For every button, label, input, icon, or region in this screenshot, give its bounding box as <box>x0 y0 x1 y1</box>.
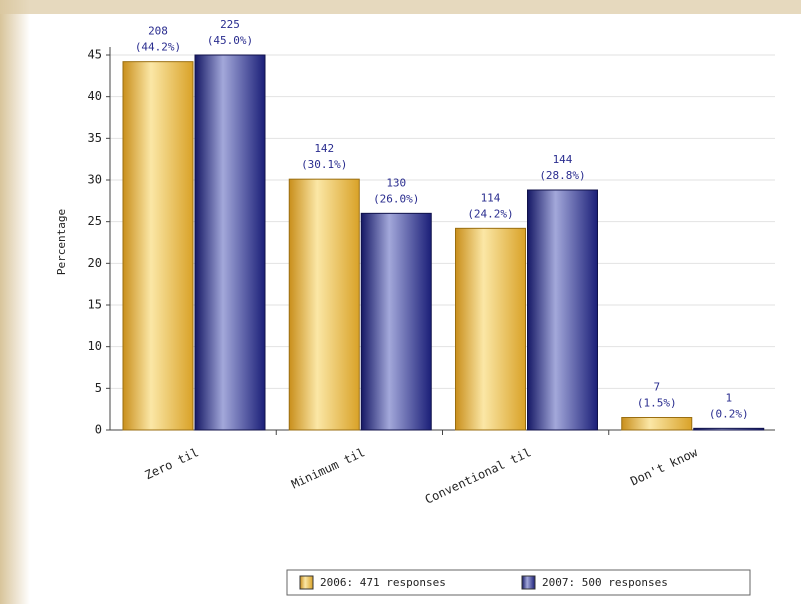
background-edge <box>0 0 30 604</box>
bar <box>455 227 526 431</box>
value-label: (24.2%) <box>467 207 513 220</box>
legend-swatch <box>299 575 314 590</box>
y-tick-label: 25 <box>88 214 102 228</box>
legend-label: 2006: 471 responses <box>320 576 446 589</box>
value-label: 7 <box>653 381 660 394</box>
value-label: 114 <box>481 191 501 204</box>
value-label: (45.0%) <box>207 34 253 47</box>
value-label: (26.0%) <box>373 192 419 205</box>
bar <box>360 212 432 431</box>
bar <box>122 61 194 431</box>
y-tick-label: 0 <box>95 423 102 437</box>
value-label: (44.2%) <box>135 41 181 54</box>
value-label: (28.8%) <box>539 169 585 182</box>
y-tick-label: 45 <box>88 48 102 62</box>
value-label: (0.2%) <box>709 407 749 420</box>
y-axis-label: Percentage <box>55 209 68 275</box>
y-tick-label: 35 <box>88 131 102 145</box>
legend <box>286 569 751 596</box>
y-tick-label: 30 <box>88 173 102 187</box>
y-tick-label: 15 <box>88 298 102 312</box>
y-tick-label: 20 <box>88 256 102 270</box>
bar <box>693 427 765 431</box>
bar <box>621 417 693 431</box>
bar <box>527 189 598 431</box>
value-label: 225 <box>220 18 240 31</box>
legend-label: 2007: 500 responses <box>542 576 668 589</box>
background-top <box>0 0 801 14</box>
value-label: 142 <box>314 142 334 155</box>
legend-swatch <box>521 575 536 590</box>
y-tick-label: 5 <box>95 381 102 395</box>
y-tick-label: 40 <box>88 89 102 103</box>
value-label: 1 <box>725 391 732 404</box>
value-label: 144 <box>553 153 573 166</box>
value-label: (30.1%) <box>301 158 347 171</box>
bar <box>288 178 360 431</box>
value-label: (1.5%) <box>637 397 677 410</box>
y-tick-label: 10 <box>88 339 102 353</box>
value-label: 130 <box>386 176 406 189</box>
value-label: 208 <box>148 25 168 38</box>
bar <box>194 54 266 431</box>
